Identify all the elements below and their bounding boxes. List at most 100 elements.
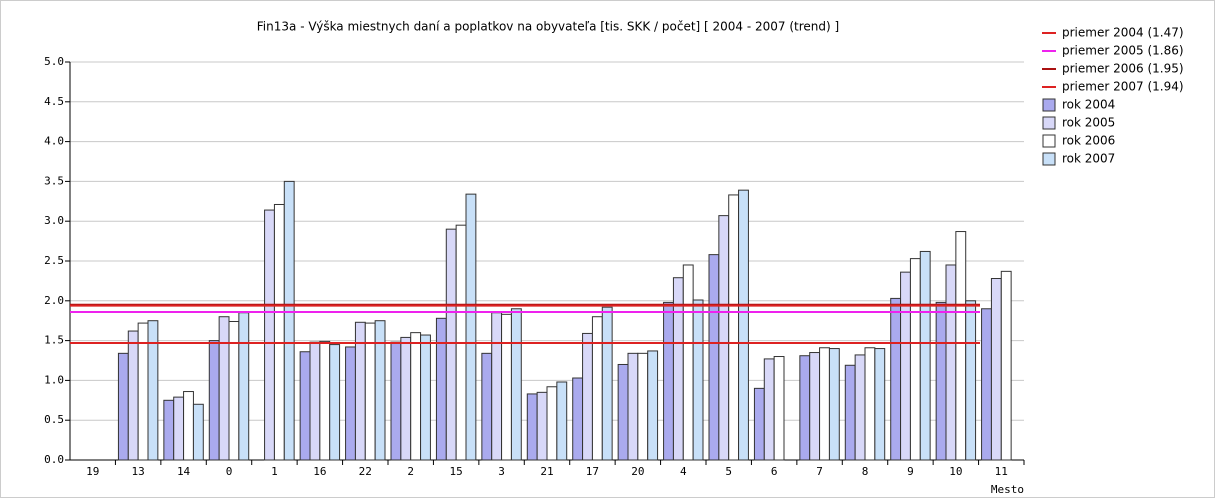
x-tick-label: 13 [132, 465, 145, 478]
x-tick-label: 15 [450, 465, 463, 478]
legend-label: priemer 2006 (1.95) [1062, 62, 1184, 76]
bar [919, 250, 931, 461]
bar [864, 347, 876, 461]
bar [738, 189, 749, 461]
legend-label: rok 2007 [1062, 152, 1115, 166]
bar [809, 352, 821, 461]
bar [117, 352, 129, 461]
bar [708, 254, 720, 461]
bar [299, 351, 311, 461]
bar [491, 312, 503, 461]
bar [753, 387, 765, 461]
x-tick-label: 21 [540, 465, 553, 478]
y-tick-label: 3.0 [44, 214, 64, 227]
bar [900, 271, 911, 461]
x-tick-label: 0 [226, 465, 233, 478]
bar [435, 317, 447, 461]
legend-swatch [1042, 116, 1056, 130]
y-tick-label: 4.0 [44, 135, 64, 148]
bar [854, 354, 866, 461]
legend-label: rok 2004 [1062, 98, 1115, 112]
bar [682, 264, 694, 461]
bar [420, 334, 431, 461]
bar [663, 301, 674, 461]
y-tick-label: 0.0 [44, 453, 64, 466]
x-tick-label: 20 [631, 465, 644, 478]
bar [935, 301, 947, 461]
bar [637, 352, 649, 461]
x-tick-label: 9 [907, 465, 914, 478]
bar [163, 399, 175, 461]
bar [329, 344, 341, 461]
bar [510, 308, 522, 461]
bar [819, 347, 830, 461]
bar [501, 313, 512, 461]
bar [692, 299, 704, 461]
bar [773, 356, 785, 461]
bar [192, 403, 204, 461]
bar [400, 336, 412, 461]
bar [627, 352, 639, 461]
x-tick-label: 1 [271, 465, 278, 478]
y-tick-label: 1.0 [44, 373, 64, 386]
legend-label: priemer 2004 (1.47) [1062, 26, 1184, 40]
x-tick-label: 4 [680, 465, 687, 478]
bar [572, 377, 584, 461]
bar [1000, 270, 1012, 461]
bar [127, 330, 139, 461]
bar [909, 258, 921, 461]
bar [718, 215, 730, 461]
x-tick-label: 17 [586, 465, 599, 478]
bar [556, 381, 568, 461]
bar [955, 231, 967, 461]
bar [799, 355, 811, 461]
y-tick-label: 2.0 [44, 294, 64, 307]
bar [546, 386, 558, 461]
legend-swatch [1042, 134, 1056, 148]
bar [582, 332, 593, 461]
bar [465, 193, 477, 461]
x-tick-label: 14 [177, 465, 191, 478]
x-tick-label: 11 [995, 465, 1008, 478]
x-axis-label: Mesto [991, 483, 1024, 496]
bar [591, 316, 603, 461]
bar [536, 391, 548, 461]
y-tick-label: 2.5 [44, 254, 64, 267]
bar [481, 352, 493, 461]
bar [283, 180, 295, 461]
bar [874, 348, 886, 461]
bar [238, 312, 250, 461]
x-tick-label: 16 [313, 465, 326, 478]
bar [647, 350, 659, 461]
x-tick-label: 6 [771, 465, 778, 478]
x-tick-label: 7 [816, 465, 823, 478]
legend-swatch [1042, 98, 1056, 112]
y-tick-label: 3.5 [44, 174, 64, 187]
bar [273, 203, 285, 461]
legend-swatch [1042, 152, 1056, 166]
bar [890, 297, 902, 461]
bar [828, 348, 840, 461]
bar [147, 320, 159, 461]
bar [345, 346, 356, 461]
x-tick-label: 2 [407, 465, 414, 478]
bar [844, 364, 856, 461]
bar [601, 306, 613, 461]
bar [945, 264, 957, 461]
bar [965, 300, 977, 461]
x-tick-label: 10 [949, 465, 962, 478]
bar [264, 209, 275, 461]
chart-title: Fin13a - Výška miestnych daní a poplatko… [257, 20, 839, 34]
bar [208, 340, 220, 461]
x-tick-label: 5 [725, 465, 732, 478]
bar [218, 316, 230, 461]
bar [617, 363, 629, 461]
bar [374, 320, 386, 461]
bar [309, 341, 321, 461]
bar [728, 194, 740, 461]
legend-label: rok 2005 [1062, 116, 1115, 130]
legend-label: priemer 2005 (1.86) [1062, 44, 1184, 58]
legend-label: rok 2006 [1062, 134, 1115, 148]
x-tick-label: 22 [359, 465, 372, 478]
